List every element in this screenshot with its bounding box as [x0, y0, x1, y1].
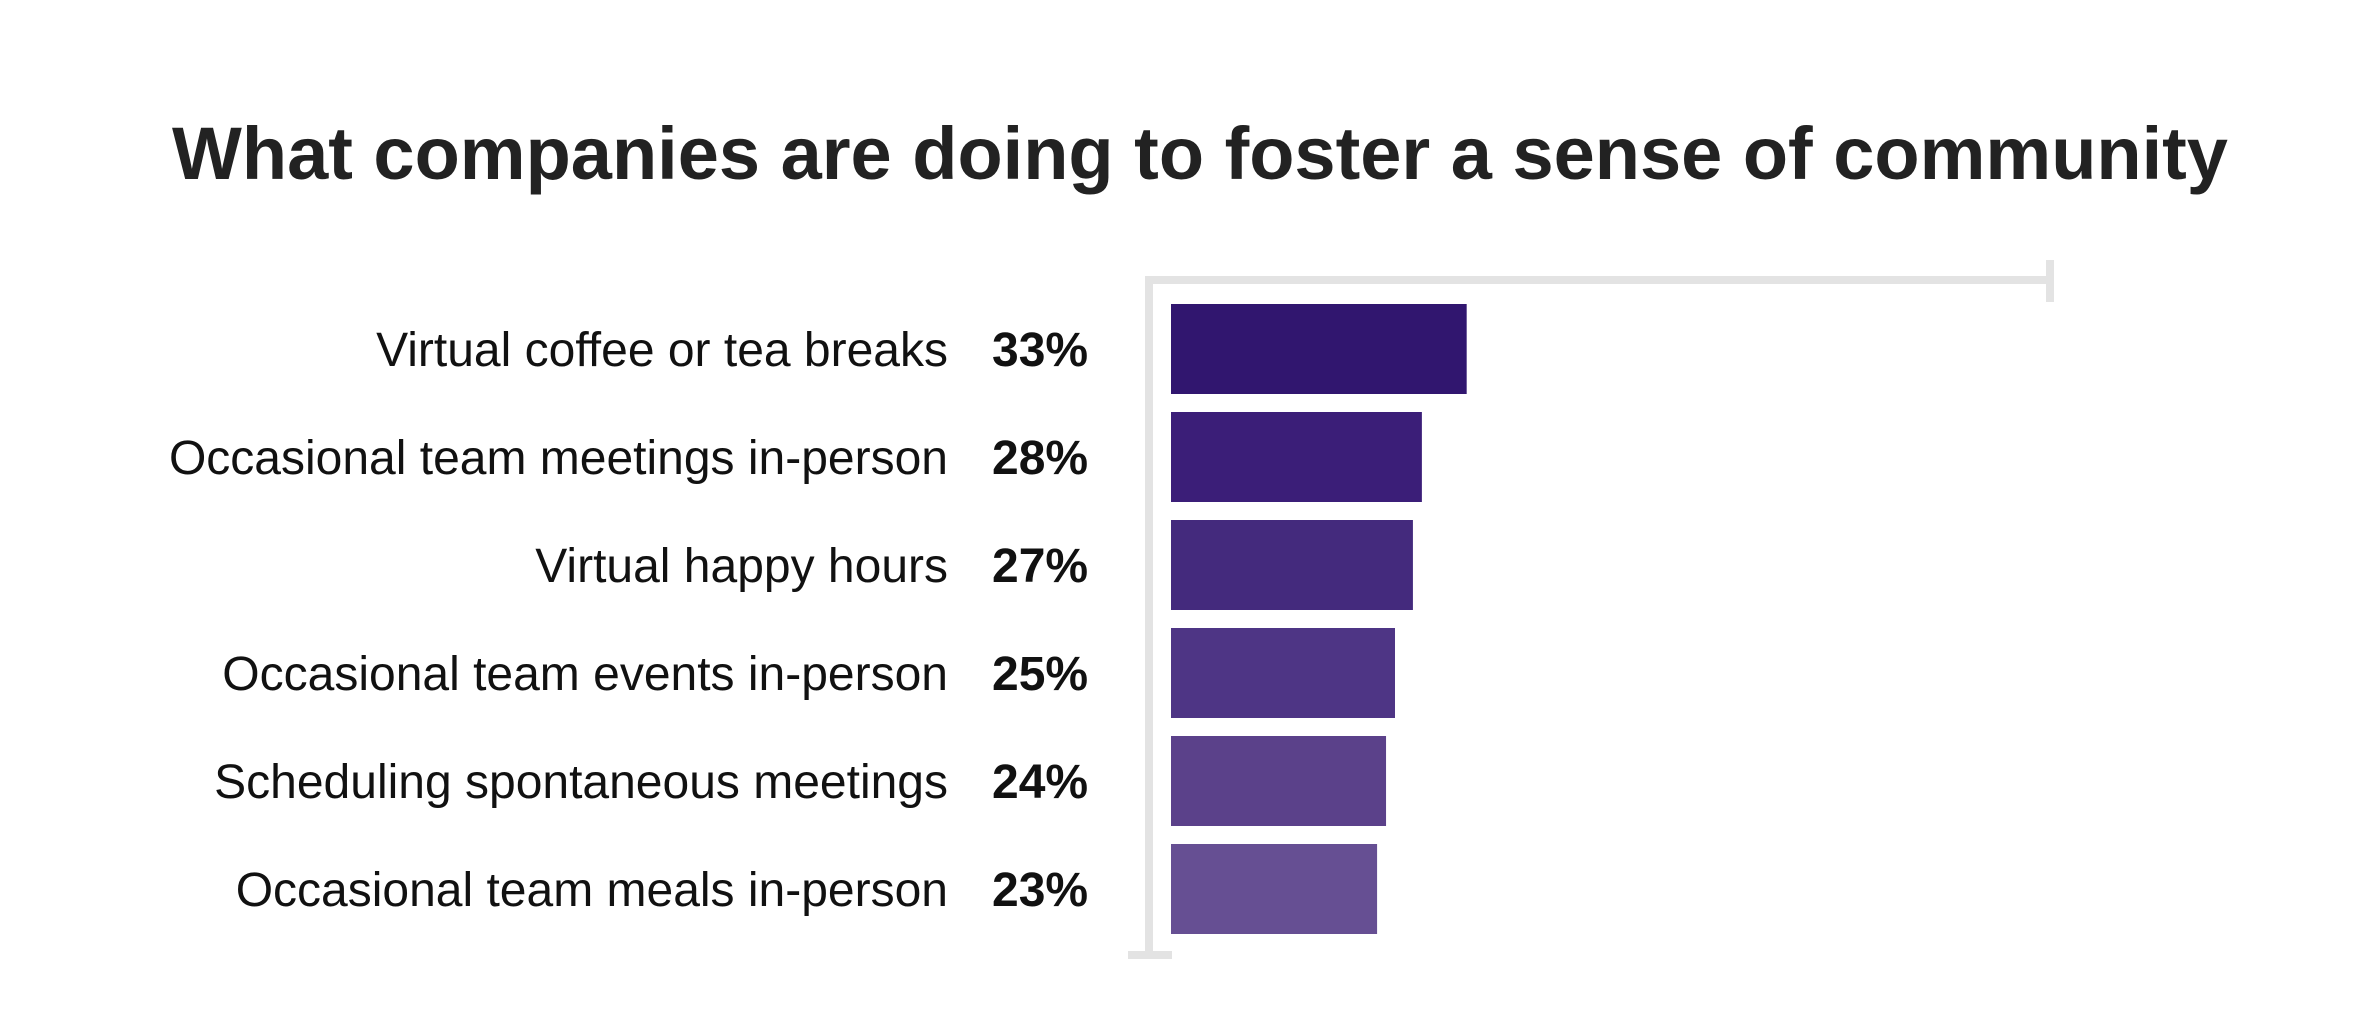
bar	[1171, 844, 1378, 934]
bar	[1171, 628, 1395, 718]
value-label: 23%	[992, 864, 1088, 917]
value-label: 28%	[992, 432, 1088, 485]
bar	[1171, 304, 1467, 394]
value-label: 24%	[992, 756, 1088, 809]
chart-title: What companies are doing to foster a sen…	[172, 112, 2228, 195]
category-label: Occasional team events in-person	[222, 648, 948, 701]
value-label: 25%	[992, 648, 1088, 701]
category-label: Virtual coffee or tea breaks	[376, 324, 948, 377]
bar	[1171, 520, 1413, 610]
value-label: 27%	[992, 540, 1088, 593]
bar	[1171, 412, 1422, 502]
category-label: Occasional team meals in-person	[236, 864, 948, 917]
category-label: Virtual happy hours	[535, 540, 948, 593]
bar	[1171, 736, 1387, 826]
category-label: Scheduling spontaneous meetings	[214, 756, 948, 809]
category-label: Occasional team meetings in-person	[169, 432, 948, 485]
chart-axis-frame	[1128, 260, 2054, 959]
bars-group: Virtual coffee or tea breaks 33% Occasiona…	[169, 304, 1467, 934]
value-label: 33%	[992, 324, 1088, 377]
